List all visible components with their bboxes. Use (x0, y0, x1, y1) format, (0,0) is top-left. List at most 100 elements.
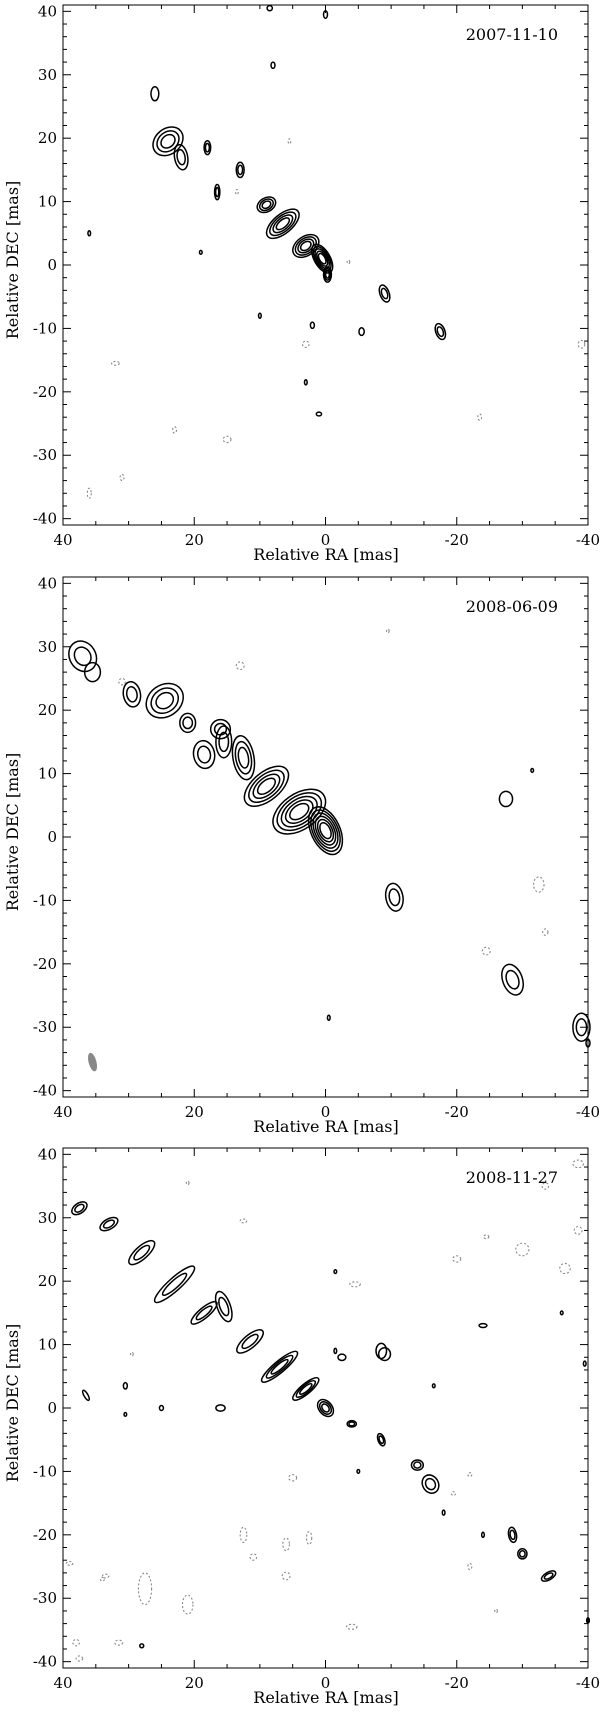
positive-contour (289, 802, 310, 821)
positive-contour (192, 739, 216, 770)
y-tick-label: 40 (38, 2, 57, 20)
x-tick-label: 0 (321, 531, 331, 549)
positive-contour (102, 1219, 116, 1229)
negative-contour (118, 677, 126, 686)
positive-contour (323, 268, 332, 281)
positive-contour (218, 731, 230, 753)
positive-contour (303, 379, 308, 386)
positive-contour (152, 126, 184, 157)
positive-contour (315, 411, 323, 417)
positive-contour (173, 143, 189, 171)
negative-contour (467, 1562, 473, 1571)
x-axis-label: Relative RA [mas] (253, 1117, 398, 1136)
negative-contour (305, 1531, 313, 1545)
negative-contour (346, 259, 351, 265)
y-tick-label: 30 (38, 1209, 57, 1227)
positive-contour (441, 1509, 446, 1516)
positive-contour (122, 680, 142, 708)
positive-contour (540, 1570, 557, 1582)
positive-contour (348, 1421, 356, 1427)
contour-panel-3: 2008-11-27 Relative RA [mas] Relative DE… (0, 1143, 600, 1715)
positive-contour (333, 1269, 338, 1275)
positive-contour (214, 186, 220, 198)
positive-contour (265, 1354, 294, 1379)
positive-contour (160, 133, 176, 149)
positive-contour (270, 1358, 289, 1375)
positive-contour (275, 217, 291, 231)
contour-map-2008-06-09: 2008-06-09 Relative RA [mas] Relative DE… (3, 574, 600, 1136)
plot-frame (62, 4, 589, 526)
positive-contour (297, 238, 315, 254)
positive-contour (326, 1014, 331, 1022)
x-tick-label: 20 (185, 1103, 204, 1121)
y-tick-label: 40 (38, 1145, 57, 1163)
positive-contour (321, 1403, 330, 1413)
positive-contour (384, 882, 404, 912)
positive-contour (333, 1347, 338, 1355)
positive-contour (261, 200, 272, 210)
positive-contour (237, 746, 250, 769)
negative-contour (239, 1526, 248, 1543)
contour-group (65, 1159, 591, 1662)
positive-contour (380, 287, 389, 300)
contour-map-2008-11-27: 2008-11-27 Relative RA [mas] Relative DE… (3, 1145, 600, 1707)
positive-contour (498, 790, 514, 808)
positive-contour (270, 61, 276, 70)
positive-contour (234, 740, 253, 775)
positive-contour (256, 777, 276, 796)
y-tick-label: 30 (38, 638, 57, 656)
y-tick-label: 20 (38, 701, 57, 719)
positive-contour (150, 687, 180, 715)
positive-contour (260, 1350, 299, 1383)
positive-contour (316, 818, 335, 843)
positive-contour (431, 1383, 436, 1389)
y-tick-label: -10 (33, 891, 57, 909)
positive-contour (299, 240, 312, 252)
positive-contour (284, 799, 314, 824)
y-tick-label: 20 (38, 129, 57, 147)
negative-contour (282, 1537, 290, 1552)
negative-contour (345, 1623, 358, 1630)
negative-contour (481, 946, 491, 956)
positive-contour (585, 1038, 591, 1048)
negative-contour (75, 1655, 84, 1662)
positive-contour (153, 1265, 196, 1304)
positive-contour (507, 1526, 518, 1544)
positive-contour (215, 1404, 226, 1412)
positive-contour (150, 86, 160, 102)
positive-contour (176, 148, 186, 166)
positive-contour (378, 1435, 385, 1445)
positive-contour (241, 1333, 259, 1350)
positive-contour (196, 745, 212, 764)
positive-contour (231, 735, 256, 781)
positive-contour (559, 1310, 564, 1316)
positive-contour (123, 1411, 128, 1417)
positive-contour (324, 270, 331, 279)
negative-contour (249, 1553, 258, 1561)
positive-contour (518, 1550, 526, 1558)
positive-contour (388, 888, 401, 907)
positive-contour (235, 161, 245, 179)
negative-contour (119, 473, 125, 482)
y-tick-label: -10 (33, 319, 57, 337)
positive-contour (182, 716, 194, 730)
positive-contour (83, 661, 102, 683)
positive-contour (575, 1018, 588, 1037)
positive-contour (356, 1468, 361, 1475)
positive-contour (248, 769, 285, 803)
negative-contour (235, 188, 239, 196)
negative-contour (483, 1234, 490, 1240)
positive-contour (213, 183, 221, 201)
negative-contour (532, 876, 545, 893)
positive-contour (294, 236, 317, 256)
positive-contour (128, 1239, 156, 1266)
negative-contour (385, 628, 390, 634)
y-tick-label: 30 (38, 66, 57, 84)
positive-contour (272, 214, 294, 234)
positive-contour (375, 1342, 388, 1360)
x-tick-label: -20 (445, 1103, 469, 1121)
positive-contour (478, 1322, 488, 1329)
epoch-label: 2008-06-09 (466, 597, 558, 616)
positive-contour (133, 1244, 151, 1261)
positive-contour (71, 1201, 88, 1216)
